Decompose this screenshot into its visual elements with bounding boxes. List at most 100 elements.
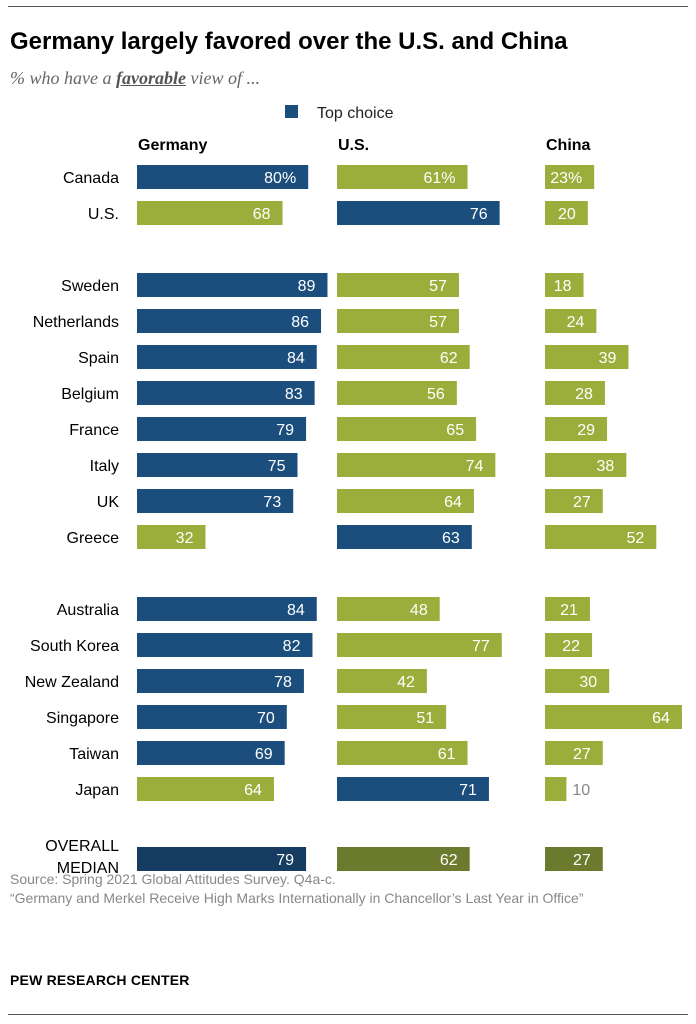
bar-2-2 bbox=[545, 273, 584, 297]
bar-label-8-2: 27 bbox=[573, 494, 591, 511]
row-label-6: France bbox=[69, 422, 119, 439]
bar-4-2 bbox=[545, 345, 629, 369]
source-note: Source: Spring 2021 Global Attitudes Sur… bbox=[10, 871, 336, 887]
bar-label-13-2: 64 bbox=[652, 710, 670, 727]
row-label-11: South Korea bbox=[30, 638, 119, 655]
subtitle-prefix: % who have a bbox=[10, 68, 116, 88]
bar-14-2 bbox=[545, 741, 603, 765]
row-label-13: Singapore bbox=[46, 710, 119, 727]
median-bar-label-1: 62 bbox=[440, 852, 458, 869]
row-label-2: Sweden bbox=[61, 278, 119, 295]
bar-3-1 bbox=[337, 309, 459, 333]
bar-10-2 bbox=[545, 597, 590, 621]
bar-12-0 bbox=[137, 669, 304, 693]
row-label-10: Australia bbox=[57, 602, 119, 619]
bar-4-0 bbox=[137, 345, 317, 369]
row-label-14: Taiwan bbox=[69, 746, 119, 763]
column-header-0: Germany bbox=[138, 137, 207, 154]
bar-label-6-2: 29 bbox=[577, 422, 595, 439]
bar-11-2 bbox=[545, 633, 593, 657]
bar-1-2 bbox=[545, 201, 588, 225]
bar-15-2 bbox=[545, 777, 567, 801]
bar-label-12-0: 78 bbox=[274, 674, 292, 691]
bar-5-1 bbox=[337, 381, 457, 405]
bar-0-1 bbox=[337, 165, 468, 189]
bar-10-0 bbox=[137, 597, 317, 621]
bar-label-14-1: 61 bbox=[438, 746, 456, 763]
bar-8-1 bbox=[337, 489, 474, 513]
row-label-0: Canada bbox=[63, 170, 119, 187]
bottom-rule bbox=[8, 1014, 688, 1015]
row-label-7: Italy bbox=[90, 458, 119, 475]
bar-label-13-0: 70 bbox=[257, 710, 275, 727]
bar-7-0 bbox=[137, 453, 298, 477]
bar-7-1 bbox=[337, 453, 496, 477]
bar-label-9-1: 63 bbox=[442, 530, 460, 547]
bar-label-13-1: 51 bbox=[416, 710, 434, 727]
bar-label-15-1: 71 bbox=[459, 782, 477, 799]
bar-label-4-2: 39 bbox=[599, 350, 617, 367]
bar-label-12-1: 42 bbox=[397, 674, 415, 691]
bar-12-1 bbox=[337, 669, 427, 693]
bar-label-0-1: 61% bbox=[424, 170, 456, 187]
bar-14-1 bbox=[337, 741, 468, 765]
median-label-line1: OVERALL bbox=[45, 838, 119, 855]
column-header-1: U.S. bbox=[338, 137, 369, 154]
bar-label-7-0: 75 bbox=[268, 458, 286, 475]
bar-label-3-0: 86 bbox=[291, 314, 309, 331]
bar-label-15-2: 10 bbox=[572, 782, 590, 799]
bar-15-1 bbox=[337, 777, 489, 801]
bar-13-1 bbox=[337, 705, 447, 729]
bar-2-1 bbox=[337, 273, 459, 297]
median-bar-label-0: 79 bbox=[276, 852, 294, 869]
bar-label-9-2: 52 bbox=[626, 530, 644, 547]
bar-label-7-2: 38 bbox=[597, 458, 615, 475]
row-label-3: Netherlands bbox=[33, 314, 119, 331]
bar-1-0 bbox=[137, 201, 283, 225]
bar-chart: Top choice Germany U.S. China Canada 80% 61% 23… bbox=[25, 105, 682, 877]
median-bar-1 bbox=[337, 847, 470, 871]
brand-name: PEW RESEARCH CENTER bbox=[10, 972, 190, 988]
report-note: “Germany and Merkel Receive High Marks I… bbox=[10, 890, 584, 906]
chart-title: Germany largely favored over the U.S. an… bbox=[10, 28, 568, 55]
bar-9-1 bbox=[337, 525, 472, 549]
row-label-9: Greece bbox=[67, 530, 120, 547]
bar-14-0 bbox=[137, 741, 285, 765]
row-label-1: U.S. bbox=[88, 206, 119, 223]
bar-8-0 bbox=[137, 489, 294, 513]
bar-6-1 bbox=[337, 417, 477, 441]
bar-label-0-2: 23% bbox=[550, 170, 582, 187]
bar-label-10-0: 84 bbox=[287, 602, 305, 619]
bar-11-0 bbox=[137, 633, 313, 657]
chart-notes: Source: Spring 2021 Global Attitudes Sur… bbox=[10, 870, 680, 908]
bar-label-2-2: 18 bbox=[554, 278, 572, 295]
bar-15-0 bbox=[137, 777, 274, 801]
bar-9-2 bbox=[545, 525, 657, 549]
bar-label-3-1: 57 bbox=[429, 314, 447, 331]
bar-label-8-0: 73 bbox=[263, 494, 281, 511]
bar-label-8-1: 64 bbox=[444, 494, 462, 511]
bar-5-0 bbox=[137, 381, 315, 405]
median-label-line2: MEDIAN bbox=[57, 860, 119, 877]
bar-12-2 bbox=[545, 669, 610, 693]
bar-8-2 bbox=[545, 489, 603, 513]
bar-label-4-0: 84 bbox=[287, 350, 305, 367]
bar-2-0 bbox=[137, 273, 328, 297]
bar-label-3-2: 24 bbox=[567, 314, 585, 331]
bar-label-0-0: 80% bbox=[264, 170, 296, 187]
chart-subtitle: % who have a favorable view of ... bbox=[10, 68, 260, 89]
row-label-5: Belgium bbox=[61, 386, 119, 403]
bar-label-11-2: 22 bbox=[562, 638, 580, 655]
bar-6-0 bbox=[137, 417, 307, 441]
bar-label-11-1: 77 bbox=[472, 638, 490, 655]
top-rule bbox=[8, 6, 688, 7]
median-bar-2 bbox=[545, 847, 603, 871]
bar-label-2-0: 89 bbox=[298, 278, 316, 295]
bar-10-1 bbox=[337, 597, 440, 621]
bar-label-10-1: 48 bbox=[410, 602, 428, 619]
bar-6-2 bbox=[545, 417, 608, 441]
subtitle-emphasis: favorable bbox=[115, 68, 186, 88]
bar-label-14-2: 27 bbox=[573, 746, 591, 763]
legend-swatch-top-choice bbox=[285, 105, 298, 118]
bar-13-2 bbox=[545, 705, 682, 729]
